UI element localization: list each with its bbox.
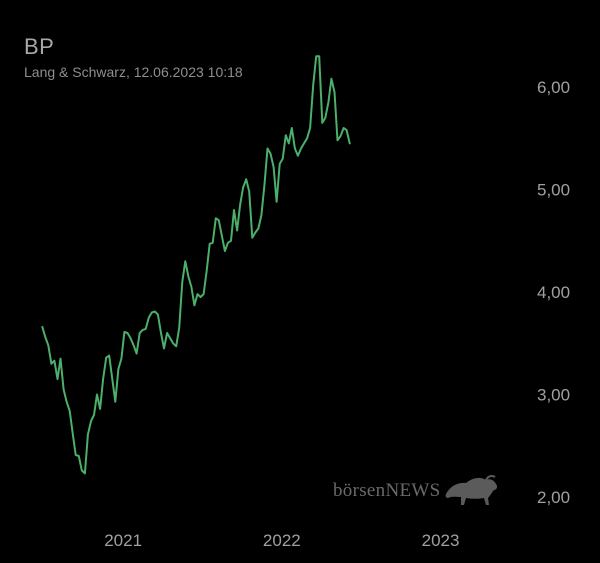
y-tick-label: 3,00 xyxy=(537,386,570,405)
x-tick-label: 2022 xyxy=(263,531,301,550)
chart-source-timestamp: Lang & Schwarz, 12.06.2023 10:18 xyxy=(24,64,243,80)
plot-area xyxy=(41,55,351,475)
series-line xyxy=(41,55,351,475)
chart-title: BP xyxy=(24,34,55,59)
watermark: börsenNEWS xyxy=(333,474,502,508)
y-tick-label: 6,00 xyxy=(537,78,570,97)
y-tick-label: 5,00 xyxy=(537,181,570,200)
y-tick-label: 4,00 xyxy=(537,283,570,302)
x-axis: 2021 2022 2023 xyxy=(104,531,459,550)
y-tick-label: 2,00 xyxy=(537,488,570,507)
y-axis: 2,00 3,00 4,00 5,00 6,00 xyxy=(537,78,570,507)
x-tick-label: 2021 xyxy=(104,531,142,550)
watermark-logo-text: börsenNEWS xyxy=(333,480,441,501)
x-tick-label: 2023 xyxy=(422,531,460,550)
bull-icon xyxy=(446,475,498,505)
